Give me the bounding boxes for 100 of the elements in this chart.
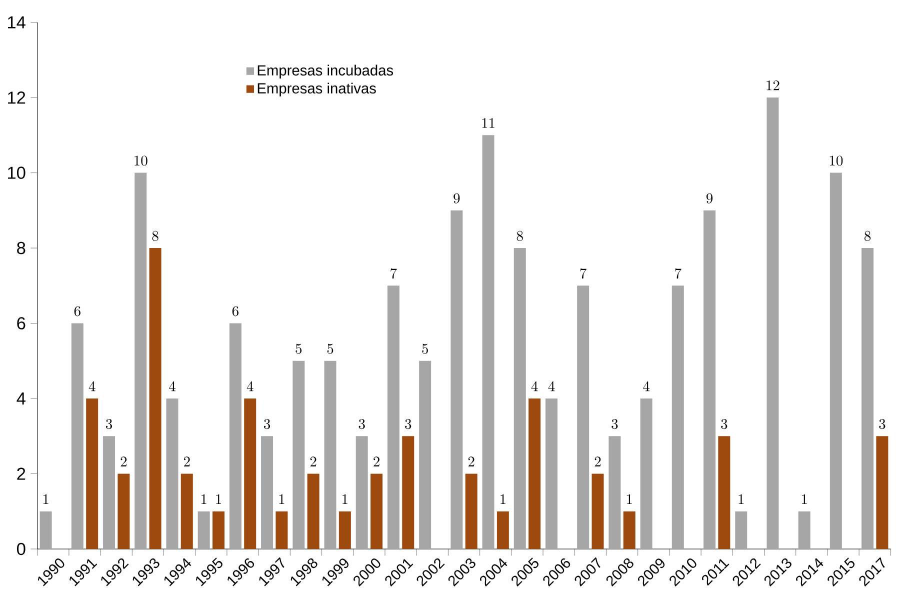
bar: [798, 511, 810, 549]
data-label: 1: [43, 494, 48, 504]
bar: [134, 172, 147, 549]
data-label: 3: [264, 419, 270, 430]
bar: [830, 172, 842, 549]
bar: [229, 323, 242, 549]
data-label: 1: [201, 494, 206, 504]
data-label: 8: [516, 230, 523, 241]
bar: [276, 511, 288, 549]
data-label: 2: [184, 456, 190, 466]
bar: [212, 511, 224, 549]
bar: [718, 436, 730, 549]
y-tick-label: 6: [17, 317, 26, 330]
bar: [862, 248, 874, 549]
data-label: 1: [500, 494, 506, 504]
bar: [370, 474, 383, 549]
y-tick-label: 14: [8, 16, 26, 28]
bar: [766, 98, 779, 549]
legend-label: Empresas incubadas: [258, 64, 394, 78]
data-label: 3: [106, 419, 112, 430]
bar: [387, 286, 400, 549]
data-label: 7: [390, 268, 397, 279]
bar: [704, 210, 716, 549]
data-label: 5: [422, 344, 428, 354]
data-label: 12: [766, 80, 780, 90]
bar: [261, 436, 274, 549]
data-label: 6: [232, 306, 238, 316]
data-label: 3: [405, 419, 412, 430]
bar: [180, 474, 193, 549]
bar: [876, 436, 888, 549]
data-label: 4: [531, 381, 538, 392]
data-label: 3: [358, 419, 365, 430]
data-label: 2: [310, 456, 316, 466]
data-label: 1: [627, 494, 632, 504]
y-tick-label: 4: [16, 392, 26, 404]
bar: [103, 436, 116, 549]
bar: [40, 511, 52, 549]
y-tick-label: 0: [16, 542, 26, 556]
data-label: 4: [168, 381, 176, 392]
data-label: 1: [216, 494, 221, 504]
bar: [402, 436, 414, 549]
data-label: 4: [643, 381, 650, 392]
bar: [149, 248, 162, 549]
bar: [338, 511, 351, 549]
data-label: 5: [327, 344, 334, 354]
data-label: 1: [279, 494, 284, 504]
y-tick-label: 10: [8, 166, 26, 179]
bar: [198, 511, 210, 549]
data-label: 7: [675, 268, 682, 279]
legend-label: Empresas inativas: [258, 82, 376, 96]
data-label: 11: [482, 118, 494, 128]
bar: [623, 511, 636, 549]
bar: [577, 286, 590, 549]
bar: [450, 210, 463, 549]
data-label: 8: [152, 230, 158, 241]
bar: [496, 511, 509, 549]
data-label: 3: [721, 419, 728, 430]
data-label: 3: [879, 419, 886, 430]
bar: [324, 360, 336, 549]
bar: [356, 436, 368, 549]
data-label: 7: [580, 268, 587, 279]
data-label: 9: [706, 193, 713, 204]
bar: [118, 474, 130, 549]
bar: [292, 360, 305, 549]
bar: [514, 248, 526, 549]
data-label: 5: [296, 344, 302, 354]
y-tick-label: 2: [17, 468, 26, 480]
data-label: 1: [738, 494, 744, 504]
data-label: 4: [246, 381, 254, 392]
y-tick-label: 12: [8, 92, 26, 104]
bar: [307, 474, 320, 549]
bar: [672, 286, 684, 549]
data-label: 10: [830, 156, 843, 166]
bar: [608, 436, 621, 549]
data-label: 6: [74, 306, 80, 316]
bar: [482, 135, 494, 549]
bar: [640, 398, 652, 549]
data-label: 2: [120, 456, 127, 466]
data-label: 8: [864, 230, 871, 241]
data-label: 2: [374, 456, 380, 466]
bar: [244, 398, 256, 549]
data-label: 9: [454, 193, 460, 204]
bar: [592, 474, 604, 549]
data-label: 10: [134, 156, 148, 166]
bar: [735, 511, 748, 549]
data-label: 2: [468, 456, 474, 466]
data-label: 4: [88, 381, 96, 392]
data-label: 3: [612, 419, 618, 430]
data-label: 1: [802, 494, 807, 504]
bar: [465, 474, 478, 549]
data-label: 4: [548, 381, 555, 392]
bar: [528, 398, 541, 549]
bar: [86, 398, 98, 549]
bar: [71, 323, 84, 549]
y-tick-label: 8: [17, 242, 26, 254]
bar: [419, 360, 432, 549]
bar: [545, 398, 558, 549]
data-label: 2: [594, 456, 601, 466]
bar: [166, 398, 178, 549]
data-label: 1: [342, 494, 348, 504]
